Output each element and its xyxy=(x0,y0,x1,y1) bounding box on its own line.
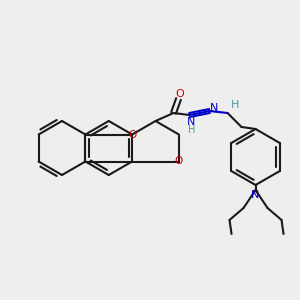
Text: O: O xyxy=(175,89,184,99)
Text: N: N xyxy=(187,117,196,127)
Text: H: H xyxy=(231,100,240,110)
Text: O: O xyxy=(128,130,136,140)
Text: H: H xyxy=(188,125,195,135)
Text: N: N xyxy=(251,190,260,200)
Text: O: O xyxy=(175,157,183,166)
Text: N: N xyxy=(210,103,219,113)
